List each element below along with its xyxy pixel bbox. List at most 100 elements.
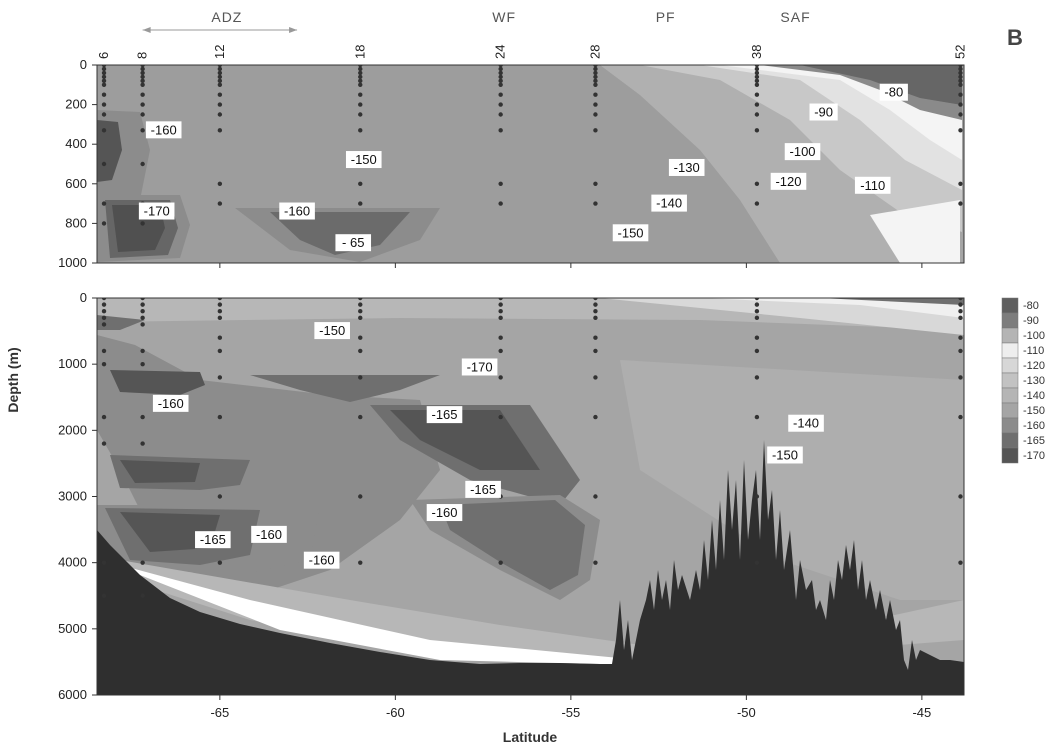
station-sample-point [593, 315, 598, 321]
station-sample-point [593, 560, 598, 565]
legend-label: -100 [1023, 330, 1045, 342]
legend-label: -165 [1023, 435, 1045, 447]
contour-label-box [426, 504, 463, 522]
upper-panel [97, 65, 964, 263]
station-sample-point [958, 315, 963, 321]
station-sample-point [217, 78, 223, 84]
station-sample-point [958, 414, 963, 420]
station-sample-point [358, 66, 363, 72]
station-sample-point [358, 82, 363, 88]
station-sample-point [217, 70, 223, 76]
station-labels: 6 8 12 18 24 28 38 52 [96, 45, 967, 59]
contour-label: -160 [158, 396, 184, 411]
station-sample-point [140, 92, 145, 97]
upper-station-markers [101, 65, 963, 226]
x-tick-label: -60 [386, 705, 405, 720]
station-sample-point [958, 335, 963, 340]
station-sample-point [101, 593, 107, 598]
legend-label: -110 [1023, 345, 1044, 357]
station-sample-point [754, 298, 760, 301]
contour-label-box [854, 176, 891, 194]
station-sample-point [498, 70, 503, 76]
region-165-upleft [97, 315, 145, 330]
station-sample-point [101, 65, 107, 68]
x-tick-label: -50 [737, 705, 756, 720]
legend-swatch [1001, 372, 1019, 389]
station-sample-point [498, 128, 503, 133]
contour-label-box [651, 194, 687, 212]
station-label: 28 [587, 45, 602, 59]
station-sample-point [217, 302, 223, 307]
legend: -80 -90 -100 -110 -120 -130 -140 -150 -160 -165 -1… [1001, 297, 1045, 464]
station-sample-point [498, 181, 503, 186]
station-sample-point [593, 348, 598, 354]
station-sample-point [754, 128, 760, 133]
contour-label: -150 [319, 323, 345, 338]
contour-labels: -160 -150 -170 -160 - 65 -80 -90 -100 -130 -120 -1… [138, 83, 908, 569]
station-sample-point [101, 414, 107, 420]
front-label: ADZ [211, 9, 242, 25]
station-sample-point [101, 322, 107, 327]
station-sample-point [358, 309, 363, 314]
contour-label-box [145, 121, 182, 139]
station-sample-point [754, 560, 760, 565]
legend-swatch [1001, 312, 1019, 329]
station-sample-point [140, 128, 145, 133]
contour-label-box [152, 394, 189, 412]
station-sample-point [101, 78, 107, 84]
contour-label-box [303, 551, 340, 569]
station-sample-point [217, 414, 223, 420]
station-sample-point [754, 92, 760, 97]
region-170-upleft [110, 370, 205, 395]
station-sample-point [498, 82, 503, 88]
contour-label-box [195, 531, 231, 549]
station-sample-point [754, 82, 760, 88]
station-sample-point [140, 361, 145, 367]
legend-label: -150 [1023, 405, 1045, 417]
station-sample-point [217, 375, 223, 380]
station-sample-point [958, 348, 963, 354]
station-sample-point [754, 181, 760, 186]
contour-label: -160 [256, 527, 282, 542]
contour-label-box [784, 143, 821, 161]
station-sample-point [958, 70, 963, 76]
station-sample-point [358, 128, 363, 133]
contour-label: -150 [618, 225, 644, 240]
station-sample-point [958, 201, 963, 206]
station-sample-point [140, 441, 145, 446]
station-sample-point [498, 66, 503, 72]
station-sample-point [593, 375, 598, 380]
legend-label: -80 [1023, 300, 1039, 312]
station-sample-point [140, 66, 145, 72]
station-sample-point [217, 102, 223, 107]
contour-label-box [668, 158, 705, 176]
station-sample-point [358, 74, 363, 80]
station-sample-point [217, 560, 223, 565]
station-sample-point [498, 315, 503, 321]
station-label: 8 [135, 52, 150, 59]
station-sample-point [754, 65, 760, 68]
contour-label: -100 [790, 144, 816, 159]
station-sample-point [498, 302, 503, 307]
contour-label: -120 [775, 174, 801, 189]
station-sample-point [140, 298, 145, 301]
station-sample-point [140, 348, 145, 354]
station-sample-point [958, 78, 963, 84]
station-sample-point [358, 302, 363, 307]
front-label: SAF [780, 9, 810, 25]
station-sample-point [754, 309, 760, 314]
station-sample-point [101, 70, 107, 76]
station-label: 18 [352, 45, 367, 59]
station-sample-point [140, 322, 145, 327]
station-sample-point [358, 414, 363, 420]
station-sample-point [958, 66, 963, 72]
station-sample-point [754, 375, 760, 380]
region-140 [600, 65, 960, 263]
station-sample-point [593, 78, 598, 84]
station-sample-point [754, 74, 760, 80]
station-sample-point [754, 315, 760, 321]
station-sample-point [593, 414, 598, 420]
station-sample-point [101, 128, 107, 133]
contour-label: -170 [144, 204, 170, 219]
station-sample-point [754, 348, 760, 354]
